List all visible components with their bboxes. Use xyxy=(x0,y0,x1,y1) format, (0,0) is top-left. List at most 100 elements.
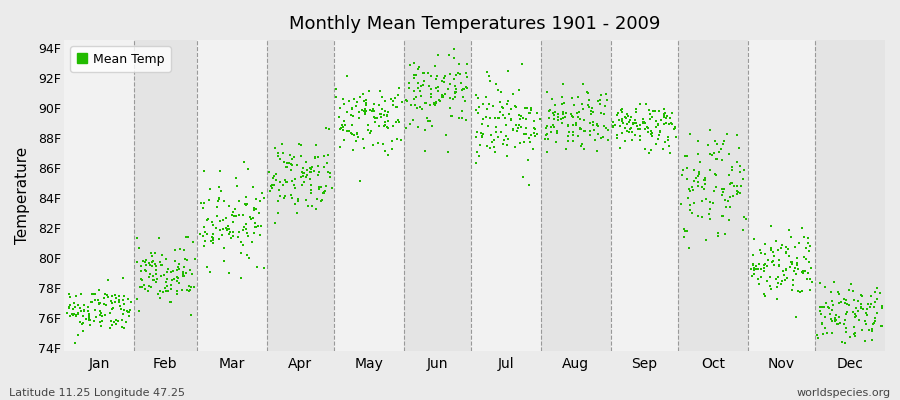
Point xyxy=(64,311,78,317)
Point xyxy=(132,308,147,315)
Point xyxy=(148,267,163,274)
Point xyxy=(164,282,178,288)
Point xyxy=(178,234,193,240)
Point xyxy=(158,256,173,262)
Point xyxy=(760,256,775,263)
Point xyxy=(222,203,237,209)
Point xyxy=(201,216,215,222)
Point xyxy=(238,159,252,165)
Point xyxy=(431,84,446,90)
Point xyxy=(243,214,257,220)
Point xyxy=(607,119,621,125)
Point xyxy=(277,159,292,166)
Point xyxy=(104,322,119,329)
Point xyxy=(69,312,84,318)
Point xyxy=(527,126,542,132)
Point xyxy=(302,169,317,176)
Point xyxy=(446,96,460,103)
Point xyxy=(70,311,85,318)
Point xyxy=(205,234,220,241)
Point xyxy=(615,108,629,115)
Point xyxy=(586,118,600,125)
Point xyxy=(345,122,359,128)
Point xyxy=(558,146,572,152)
Point xyxy=(757,241,771,247)
Point xyxy=(107,319,122,326)
Point xyxy=(634,137,648,143)
Point xyxy=(662,115,677,121)
Point xyxy=(526,125,541,131)
Point xyxy=(865,326,879,332)
Point xyxy=(661,134,675,141)
Point xyxy=(544,124,558,130)
Point xyxy=(735,227,750,234)
Point xyxy=(669,134,683,140)
Point xyxy=(521,110,535,116)
Point xyxy=(414,83,428,89)
Point xyxy=(138,266,152,273)
Point xyxy=(583,120,598,126)
Point xyxy=(636,118,651,125)
Point xyxy=(315,197,329,203)
Point xyxy=(458,97,473,104)
Point xyxy=(712,149,726,155)
Point xyxy=(706,150,721,156)
Point xyxy=(287,182,302,188)
Point xyxy=(638,146,652,152)
Point xyxy=(814,321,829,327)
Point xyxy=(644,147,659,154)
Point xyxy=(600,136,615,143)
Point xyxy=(678,228,692,234)
Point xyxy=(418,126,432,133)
Point xyxy=(875,323,889,330)
Point xyxy=(116,306,130,313)
Point xyxy=(300,172,314,178)
Point xyxy=(85,298,99,305)
Point xyxy=(840,300,854,307)
Point xyxy=(520,105,535,112)
Point xyxy=(171,275,185,282)
Point xyxy=(648,108,662,114)
Point xyxy=(319,125,333,131)
Point xyxy=(782,264,796,270)
Point xyxy=(543,115,557,122)
Point xyxy=(772,263,787,270)
Point xyxy=(708,171,723,178)
Point xyxy=(164,286,178,292)
Point xyxy=(185,239,200,246)
Point xyxy=(380,112,394,118)
Point xyxy=(718,197,733,203)
Point xyxy=(197,168,211,174)
Point xyxy=(716,186,730,193)
Point xyxy=(459,116,473,123)
Point xyxy=(366,106,381,112)
Point xyxy=(337,101,351,107)
Point xyxy=(709,140,724,147)
Point xyxy=(801,240,815,246)
Point xyxy=(423,118,437,124)
Point xyxy=(716,213,730,220)
Point xyxy=(729,191,743,197)
Point xyxy=(832,291,846,297)
Point xyxy=(716,189,731,196)
Point xyxy=(303,186,318,193)
Point xyxy=(275,141,290,147)
Point xyxy=(720,131,734,138)
Point xyxy=(182,282,196,289)
Point xyxy=(161,266,176,272)
Point xyxy=(498,115,512,121)
Point xyxy=(724,180,739,186)
Point xyxy=(649,141,663,147)
Point xyxy=(146,277,160,283)
Point xyxy=(864,337,878,343)
Point xyxy=(484,132,499,138)
Point xyxy=(764,247,778,254)
Point xyxy=(847,324,861,330)
Bar xyxy=(815,40,885,352)
Point xyxy=(868,314,883,321)
Point xyxy=(732,144,746,151)
Point xyxy=(225,212,239,218)
Point xyxy=(271,198,285,204)
Point xyxy=(527,129,542,136)
Point xyxy=(785,286,799,293)
